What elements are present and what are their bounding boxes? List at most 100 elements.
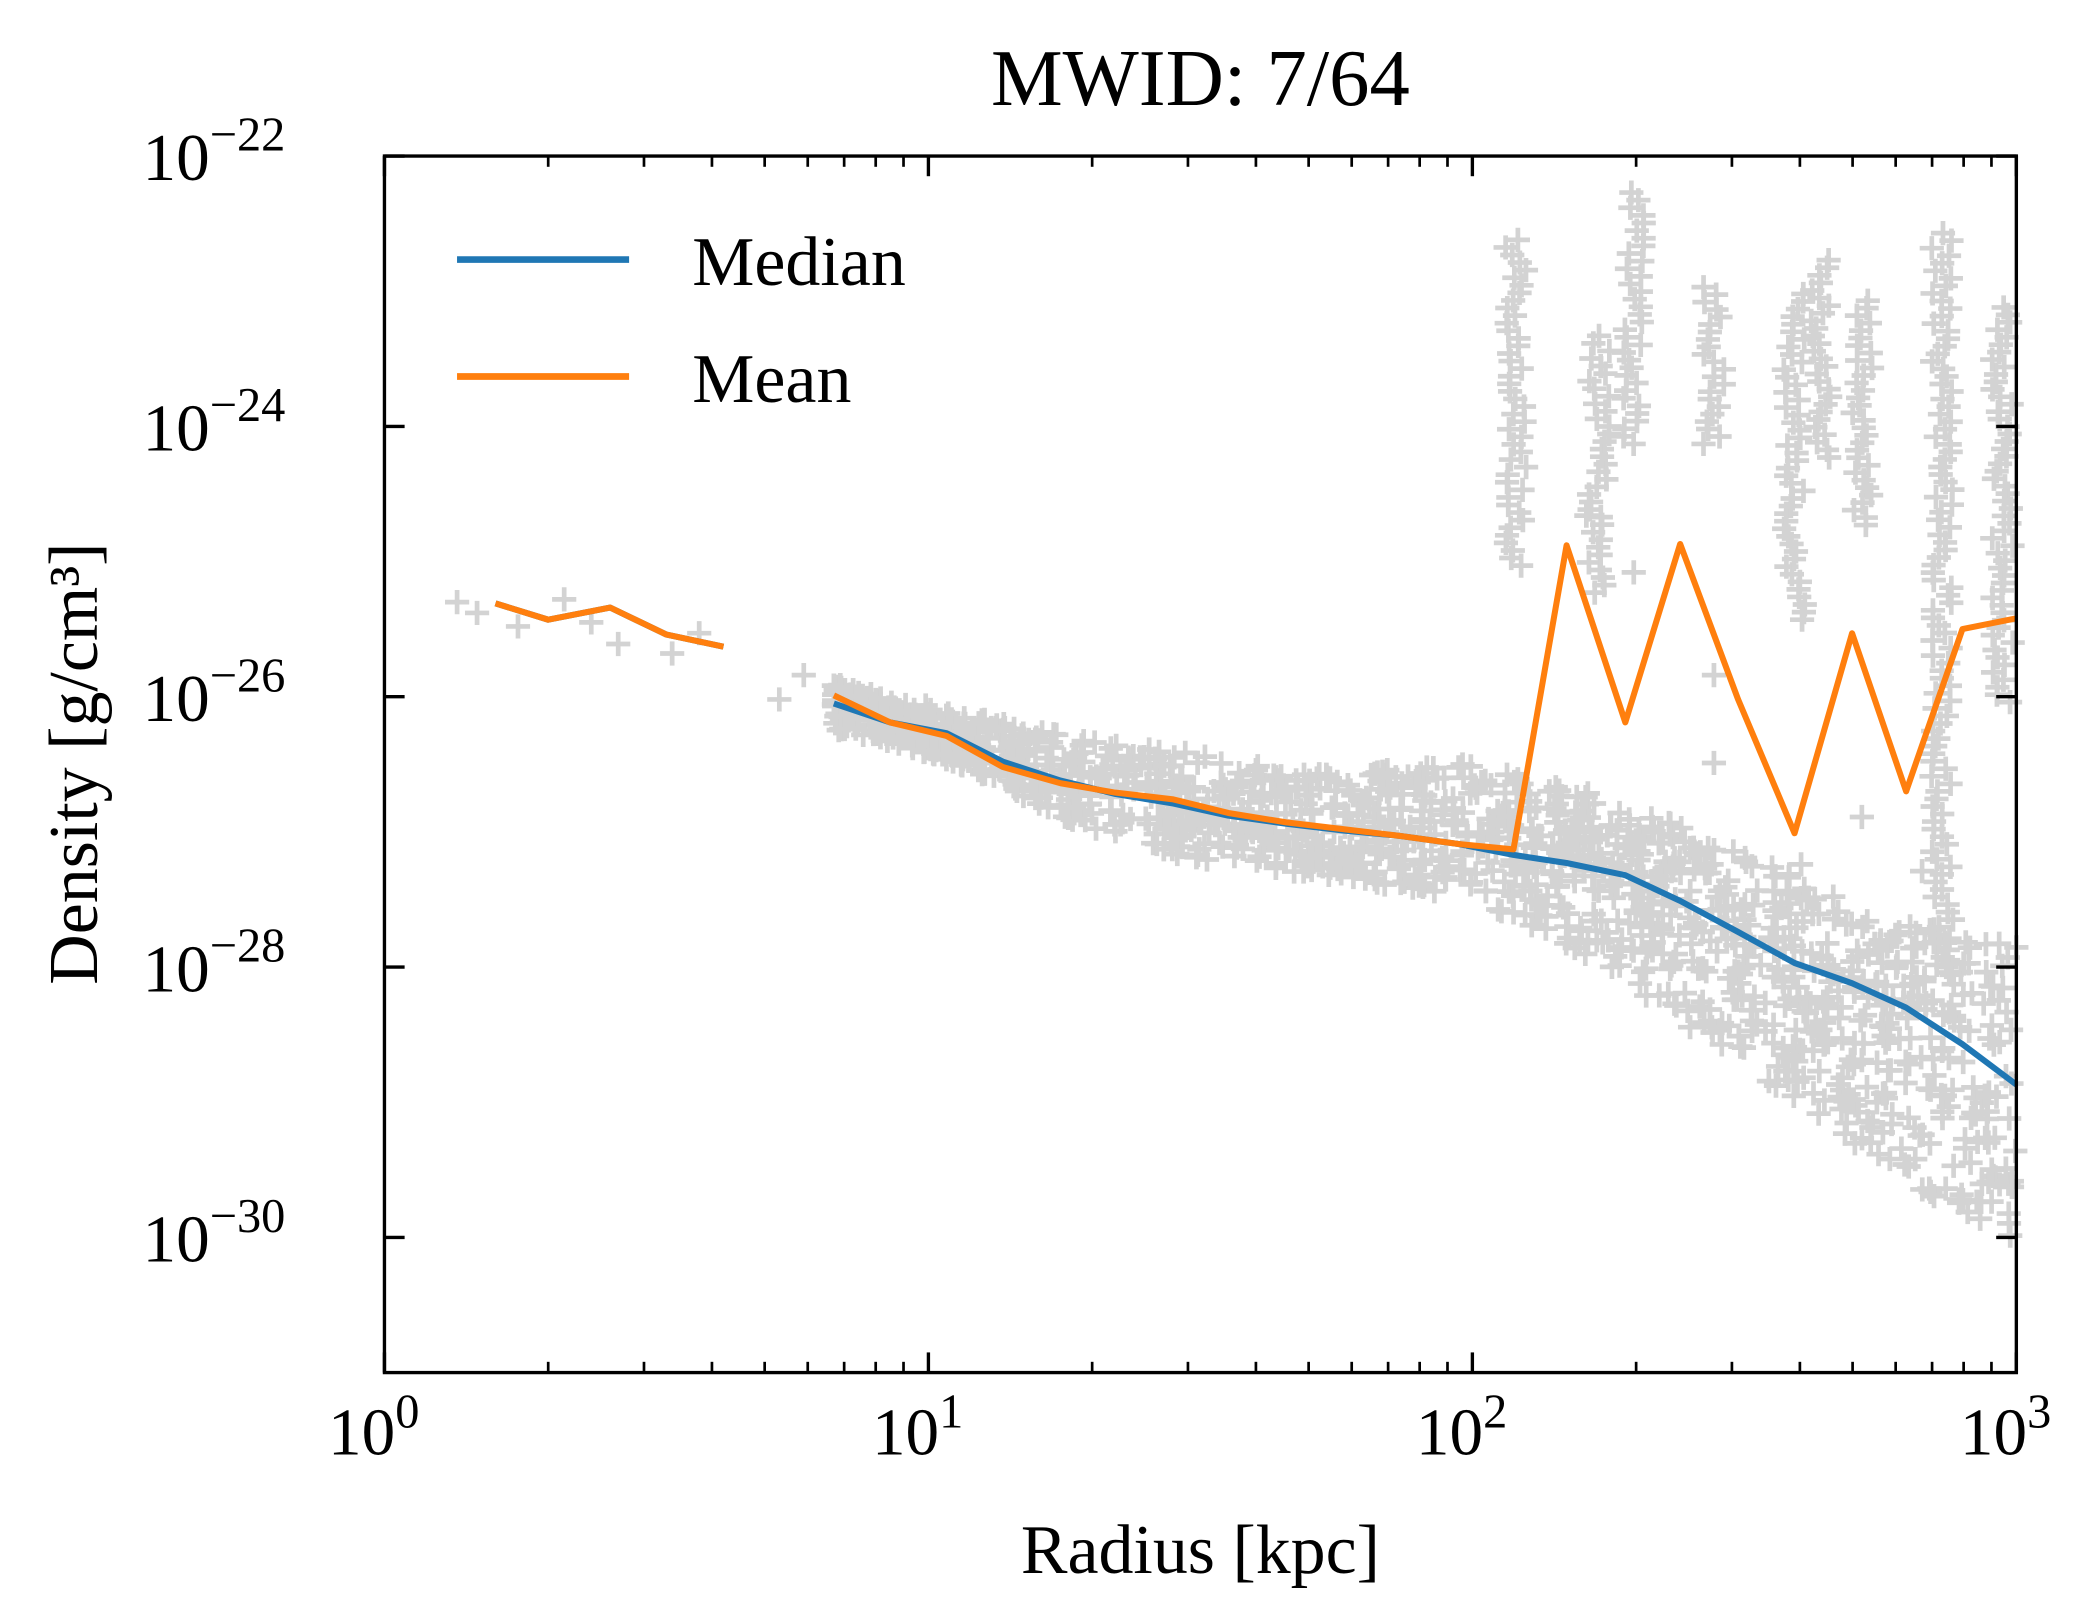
scatter-point	[1791, 478, 1816, 503]
scatter-point	[1304, 830, 1330, 855]
scatter-point	[1586, 323, 1612, 348]
scatter-point	[1631, 203, 1656, 228]
scatter-point	[1843, 460, 1868, 485]
scatter-point	[1630, 959, 1656, 984]
scatter-point	[1842, 1030, 1867, 1056]
scatter-point	[1341, 783, 1366, 808]
scatter-point	[1646, 831, 1671, 856]
scatter-point	[1707, 878, 1733, 903]
scatter-point	[1938, 771, 1963, 796]
scatter-point	[2000, 533, 2025, 558]
scatter-point	[1937, 432, 1962, 457]
scatter-point	[444, 590, 470, 615]
scatter-point	[1997, 690, 2023, 715]
scatter-point	[1957, 1018, 1982, 1043]
scatter-point	[1800, 902, 1825, 927]
scatter-point	[1496, 417, 1522, 442]
scatter-point	[1359, 762, 1384, 788]
scatter-point	[1979, 1157, 2004, 1182]
scatter-point	[1879, 928, 1904, 954]
scatter-point	[1872, 1081, 1898, 1106]
scatter-point	[1392, 869, 1417, 894]
scatter-point	[1038, 730, 1064, 755]
scatter-point	[1841, 1052, 1866, 1077]
scatter-point	[1545, 803, 1570, 828]
scatter-point	[1535, 883, 1560, 909]
scatter-point	[1974, 960, 1999, 985]
scatter-point	[1598, 814, 1623, 839]
legend-median-label: Median	[692, 224, 906, 301]
scatter-point	[1939, 575, 1964, 600]
scatter-point	[1308, 842, 1333, 867]
scatter-point	[1994, 1000, 2019, 1025]
scatter-point	[1027, 791, 1052, 816]
scatter-point	[1839, 911, 1864, 936]
scatter-point	[1677, 1015, 1703, 1040]
scatter-point	[1365, 870, 1390, 895]
scatter-point	[1621, 882, 1646, 907]
y-tick-label: 10−28	[142, 920, 285, 1007]
y-tick-label: 10−26	[142, 649, 285, 736]
scatter-point	[1658, 956, 1683, 981]
scatter-point	[1759, 855, 1785, 880]
scatter-point	[1434, 848, 1459, 873]
scatter-point	[1555, 901, 1581, 926]
scatter-point	[1920, 598, 1946, 623]
y-tick-label: 10−22	[142, 109, 285, 196]
scatter-point	[1775, 1044, 1800, 1069]
scatter-point	[1829, 1096, 1854, 1122]
scatter-point	[1573, 941, 1598, 967]
scatter-point	[1323, 792, 1348, 817]
scatter-point	[1920, 839, 1945, 864]
scatter-point	[1667, 849, 1692, 874]
scatter-point	[1142, 746, 1168, 771]
scatter-point	[1826, 978, 1851, 1003]
scatter-point	[1830, 1026, 1855, 1051]
scatter-point	[1510, 477, 1535, 502]
scatter-point	[1745, 878, 1770, 903]
scatter-point	[1567, 928, 1592, 953]
scatter-point	[1773, 993, 1798, 1018]
scatter-point	[1871, 1023, 1896, 1049]
scatter-point	[1492, 780, 1518, 806]
scatter-point	[1891, 973, 1916, 998]
scatter-point	[1577, 843, 1602, 868]
scatter-point	[1463, 775, 1488, 800]
scatter-point	[1827, 1005, 1852, 1031]
scatter-point	[1628, 332, 1653, 358]
scatter-point	[1688, 840, 1713, 865]
scatter-point	[1023, 739, 1048, 764]
scatter-point	[1629, 923, 1655, 948]
scatter-point	[1796, 885, 1821, 910]
scatter-point	[1893, 1049, 1918, 1074]
scatter-point	[1991, 295, 2016, 320]
scatter-point	[1776, 334, 1801, 360]
scatter-point	[1505, 227, 1530, 252]
x-tick-label: 100	[328, 1386, 419, 1470]
scatter-point	[851, 722, 876, 747]
scatter-point	[1697, 379, 1723, 404]
scatter-point	[1062, 795, 1087, 820]
scatter-point	[1846, 1100, 1871, 1125]
scatter-point	[1910, 1177, 1935, 1202]
scatter-point	[1728, 961, 1754, 987]
scatter-point	[1209, 751, 1234, 776]
scatter-point	[1987, 1030, 2012, 1055]
scatter-point	[972, 707, 997, 732]
scatter-point	[1953, 930, 1978, 955]
scatter-point	[1369, 836, 1394, 861]
scatter-point	[1612, 317, 1638, 342]
scatter-point	[1247, 844, 1272, 869]
scatter-point	[1686, 956, 1711, 981]
scatter-point	[1581, 827, 1606, 852]
scatter-point	[1807, 1059, 1832, 1084]
scatter-point	[1463, 861, 1488, 886]
scatter-point	[1343, 853, 1368, 878]
scatter-point	[1926, 915, 1952, 940]
scatter-point	[1203, 813, 1228, 838]
scatter-point	[1383, 765, 1408, 790]
scatter-point	[1284, 825, 1309, 851]
scatter-point	[1192, 744, 1218, 769]
scatter-point	[1498, 515, 1523, 540]
scatter-point	[1583, 909, 1608, 934]
